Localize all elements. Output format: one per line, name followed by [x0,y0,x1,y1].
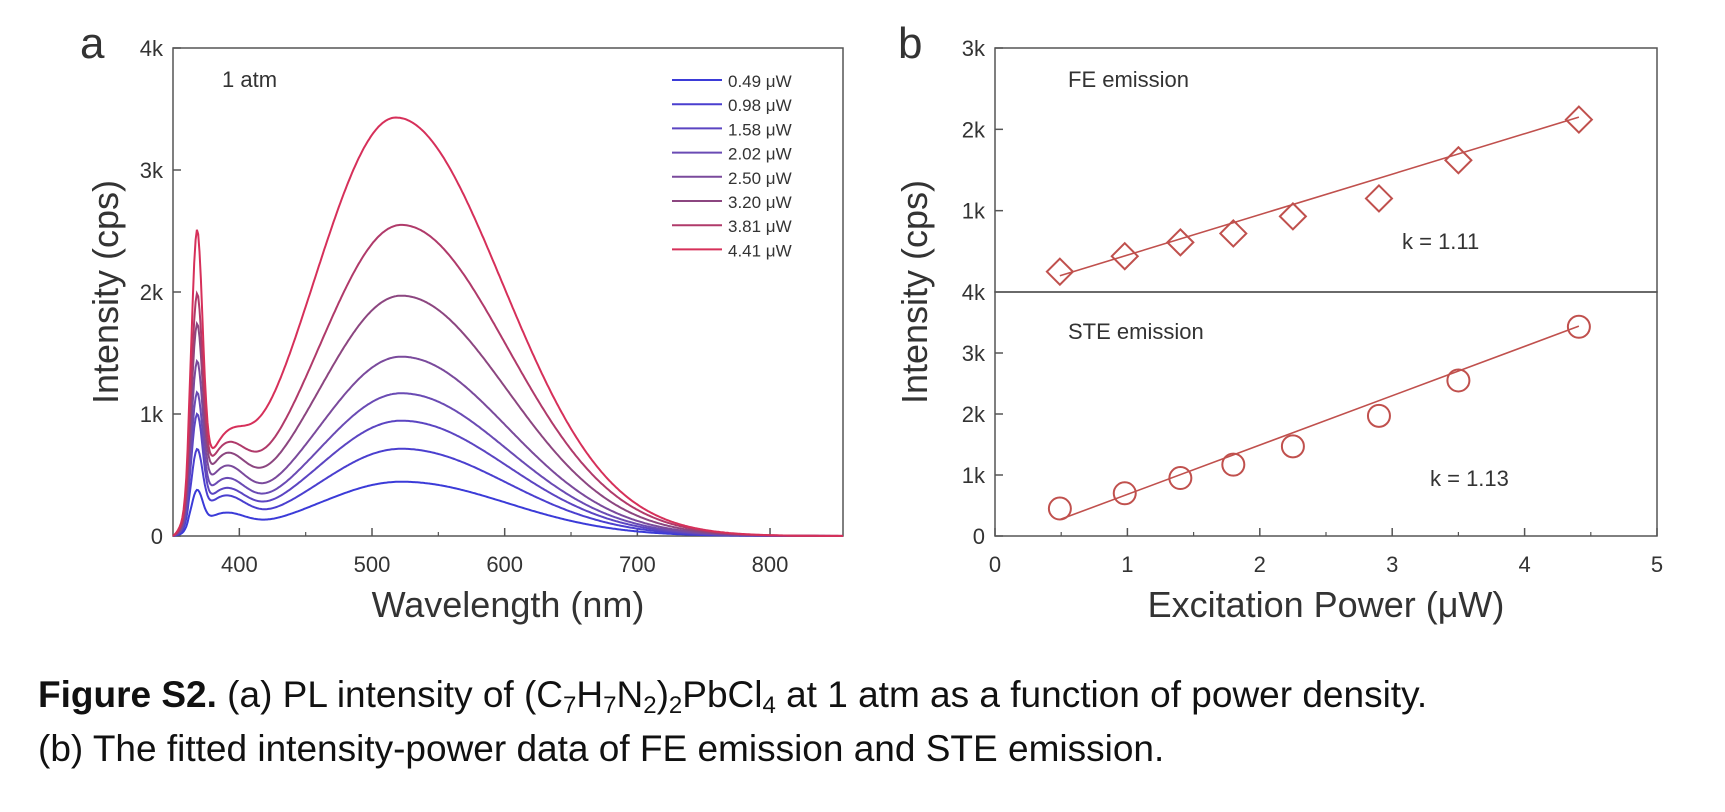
caption-text-4: ) [656,674,669,715]
panel-b-ste-point [1221,452,1246,477]
panel-b-ylabel: Intensity (cps) [894,180,935,404]
panel-a-series-line [172,447,843,537]
panel-a-ylabel: Intensity (cps) [85,180,126,404]
caption-sub-3: 2 [643,692,657,719]
panel-b-ste-ytick-label: 3k [962,341,986,366]
panel-a-ytick-label: 4k [140,36,164,61]
panel-b-ste-fit-line [1059,325,1580,521]
panel-a-xtick-label: 400 [221,552,258,577]
caption-text-2: H [576,674,604,715]
panel-b-ste-ytick-label: 2k [962,402,986,427]
caption-line-2: (b) The fitted intensity-power data of F… [38,728,1165,769]
panel-a-legend-label: 3.20 μW [728,193,792,212]
panel-b-ste-point [1047,496,1072,521]
panel-b-fe-point [1364,184,1394,213]
panel-a-series-line [172,223,843,537]
panel-a-series-line [172,116,843,537]
panel-a-curves [172,116,843,537]
panel-b-fe-point [1218,219,1248,248]
panel-b-fe-point [1165,227,1195,257]
caption-sub-4: 2 [668,692,683,719]
panel-a-legend-label: 3.81 μW [728,217,792,236]
panel-a-xtick-label: 700 [619,552,656,577]
panel-a-ytick-label: 3k [140,158,164,183]
panel-a-xtick-label: 500 [354,552,391,577]
panel-b-fe-point [1278,201,1308,231]
caption-text-5: PbCl [682,674,763,715]
panel-a-ytick-label: 0 [151,524,163,549]
caption-sub-5: 4 [762,692,776,719]
panel-b-fe-bottom-tick-label: 4k [962,280,986,305]
panel-b-ste-point [1168,466,1193,491]
panel-a-series-line [172,355,843,537]
panel-a-series-line [172,390,843,537]
panel-b-ste-ytick-label: 0 [973,524,985,549]
panel-b-xtick-label: 1 [1121,552,1133,577]
panel-a-legend-label: 0.49 μW [728,72,792,91]
caption-label: Figure S2. [38,674,217,715]
panel-b-ste-point [1366,403,1391,428]
panel-a-xtick-label: 600 [486,552,523,577]
panel-b-xtick-label: 3 [1386,552,1398,577]
panel-a-xtick-label: 800 [752,552,789,577]
panel-b-ste-point [1280,434,1305,459]
caption-line-1: Figure S2. (a) PL intensity of (C7H7N2)2… [38,668,1718,722]
caption-sub-1: 7 [563,692,577,719]
caption-text-1: (a) PL intensity of (C [216,674,564,715]
panel-b-ste-point [1446,368,1471,393]
panel-b-fe-point [1110,241,1140,271]
panel-a-ytick-label: 1k [140,402,164,427]
panel-b-ste-point [1566,314,1591,339]
panel-b-fe-fit-line [1059,116,1580,277]
panel-a-ytick-label: 2k [140,280,164,305]
caption-sub-2: 7 [603,692,617,719]
panel-b-label: b [898,19,922,68]
panel-b-fe-label: FE emission [1068,67,1189,92]
panel-a-ticks: 400 500 600 700 800 0 1k 2k 3k 4k [140,36,789,577]
panel-b-fe-ytick-label: 2k [962,117,986,142]
panel-b-fe-ytick-label: 1k [962,199,986,224]
panel-b: b 0 1 2 3 4 5 3k 2k 1k 4k 3k 2k 1k 0 FE emission k = … [894,19,1663,625]
panel-a-legend: 0.49 μW 0.98 μW 1.58 μW 2.02 μW 2.50 μW 3.20 … [672,72,792,260]
panel-a-legend-label: 2.02 μW [728,145,792,164]
panel-b-fe-annotation: k = 1.11 [1402,229,1479,254]
panel-b-ste-point [1112,481,1137,506]
panel-a-legend-label: 1.58 μW [728,120,792,139]
panel-a-legend-label: 2.50 μW [728,169,792,188]
panel-b-ste-ytick-label: 1k [962,463,986,488]
caption-text-3: N [616,674,644,715]
panel-a-annotation: 1 atm [222,67,277,92]
panel-b-ticks: 0 1 2 3 4 5 3k 2k 1k 4k 3k 2k 1k 0 [962,36,1663,577]
panel-b-fe-ytick-label: 3k [962,36,986,61]
panel-a-label: a [80,19,105,68]
panel-b-xtick-label: 0 [989,552,1001,577]
panel-b-fe-point [1045,257,1075,287]
panel-b-xtick-label: 4 [1518,552,1530,577]
panel-a-xlabel: Wavelength (nm) [372,584,645,625]
panel-a: a 400 500 600 700 800 0 1k 2k 3k 4k 1 atm 0.49 μW… [80,19,844,625]
panel-b-xlabel: Excitation Power (μW) [1148,584,1505,625]
panel-b-fe-point [1564,105,1594,134]
panel-b-ste-label: STE emission [1068,319,1204,344]
panel-a-legend-label: 0.98 μW [728,96,792,115]
panel-b-xtick-label: 5 [1651,552,1663,577]
panel-a-legend-label: 4.41 μW [728,241,792,260]
figure-caption: Figure S2. (a) PL intensity of (C7H7N2)2… [38,668,1718,776]
panel-b-ste-annotation: k = 1.13 [1430,466,1509,491]
panel-b-xtick-label: 2 [1254,552,1266,577]
panel-b-fe-point [1443,145,1473,175]
panel-b-marks [1045,105,1594,521]
caption-text-6: at 1 atm as a function of power density. [775,674,1428,715]
